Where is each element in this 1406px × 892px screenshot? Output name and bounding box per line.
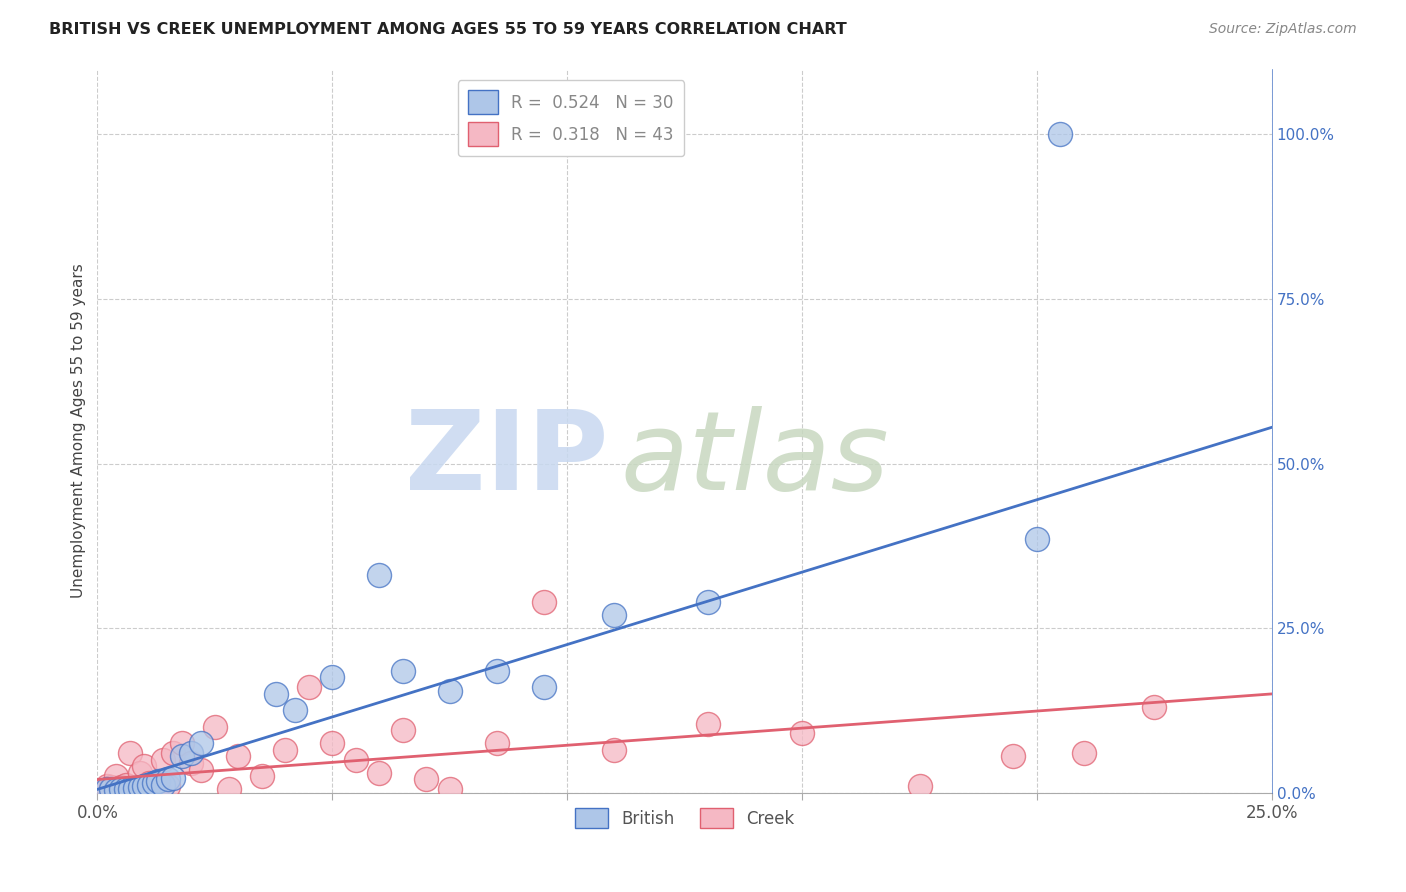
Point: [105, 769, 128, 783]
Point: [344, 753, 367, 767]
Point: [274, 743, 297, 757]
Point: [226, 749, 249, 764]
Point: [1143, 700, 1166, 714]
Point: [321, 670, 343, 684]
Point: [533, 595, 555, 609]
Point: [250, 769, 273, 783]
Point: [105, 782, 128, 797]
Point: [96, 782, 118, 797]
Point: [180, 746, 202, 760]
Point: [100, 782, 122, 797]
Point: [138, 778, 160, 792]
Text: atlas: atlas: [620, 406, 889, 513]
Point: [128, 780, 150, 795]
Point: [284, 703, 307, 717]
Point: [180, 756, 202, 770]
Point: [439, 683, 461, 698]
Point: [298, 681, 321, 695]
Point: [368, 568, 391, 582]
Point: [120, 781, 142, 796]
Point: [439, 782, 461, 797]
Text: Source: ZipAtlas.com: Source: ZipAtlas.com: [1209, 22, 1357, 37]
Point: [321, 736, 343, 750]
Point: [1026, 532, 1049, 546]
Point: [110, 781, 132, 796]
Point: [128, 780, 150, 795]
Point: [415, 772, 437, 787]
Point: [152, 753, 174, 767]
Point: [124, 782, 146, 797]
Point: [96, 779, 118, 793]
Point: [391, 664, 413, 678]
Point: [190, 736, 212, 750]
Point: [138, 776, 160, 790]
Legend: British, Creek: British, Creek: [568, 801, 801, 835]
Point: [790, 726, 813, 740]
Point: [603, 607, 626, 622]
Point: [156, 779, 179, 793]
Point: [697, 716, 720, 731]
Point: [1002, 749, 1025, 764]
Point: [190, 763, 212, 777]
Y-axis label: Unemployment Among Ages 55 to 59 years: Unemployment Among Ages 55 to 59 years: [72, 263, 86, 598]
Point: [162, 771, 184, 785]
Point: [368, 765, 391, 780]
Point: [391, 723, 413, 738]
Point: [603, 743, 626, 757]
Point: [218, 782, 240, 797]
Point: [170, 736, 193, 750]
Point: [1049, 128, 1071, 142]
Point: [204, 720, 226, 734]
Point: [134, 783, 156, 797]
Text: ZIP: ZIP: [405, 406, 609, 513]
Point: [110, 780, 132, 795]
Point: [100, 780, 122, 795]
Point: [114, 782, 136, 797]
Point: [105, 783, 128, 797]
Point: [124, 780, 146, 795]
Point: [142, 776, 165, 790]
Point: [142, 782, 165, 797]
Point: [170, 749, 193, 764]
Point: [134, 759, 156, 773]
Point: [162, 746, 184, 760]
Point: [128, 765, 150, 780]
Point: [1073, 746, 1095, 760]
Point: [134, 779, 156, 793]
Text: BRITISH VS CREEK UNEMPLOYMENT AMONG AGES 55 TO 59 YEARS CORRELATION CHART: BRITISH VS CREEK UNEMPLOYMENT AMONG AGES…: [49, 22, 846, 37]
Point: [908, 779, 931, 793]
Point: [148, 779, 170, 793]
Point: [697, 595, 720, 609]
Point: [156, 772, 179, 787]
Point: [120, 783, 142, 797]
Point: [533, 681, 555, 695]
Point: [148, 773, 170, 788]
Point: [485, 664, 508, 678]
Point: [120, 746, 142, 760]
Point: [485, 736, 508, 750]
Point: [114, 778, 136, 792]
Point: [152, 778, 174, 792]
Point: [264, 687, 287, 701]
